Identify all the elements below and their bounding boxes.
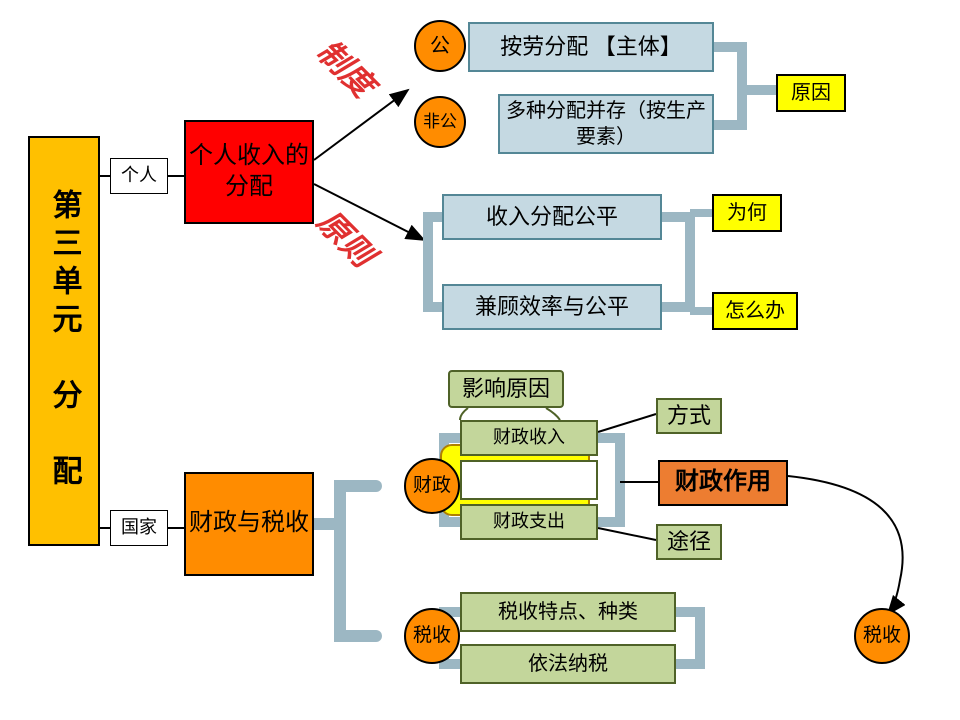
box-fair: 收入分配公平 [442,194,662,240]
label-personal: 个人 [110,158,168,194]
box-fiscal-out: 财政支出 [460,504,598,540]
circle-finance: 财政 [404,458,460,514]
label-zhidu: 制度 [296,20,395,119]
unit-title-box: 第三单元 分 配 [28,136,100,546]
circle-gong: 公 [414,20,466,72]
circle-tax-right: 税收 [854,608,910,664]
box-fiscal-role-text: 财政作用 [675,467,771,498]
box-method: 方式 [656,398,722,434]
box-eff-fair: 兼顾效率与公平 [442,284,662,330]
box-reason1-text: 原因 [791,80,831,106]
box-why: 为何 [712,194,782,232]
box-fiscal-role: 财政作用 [658,460,788,506]
box-fiscal-in-text: 财政收入 [493,426,565,449]
box-affect-text: 影响原因 [462,375,550,404]
box-fiscal-out-text: 财政支出 [493,510,565,533]
box-tax-char: 税收特点、种类 [460,592,676,632]
box-method-text: 方式 [667,402,711,431]
circle-tax-left: 税收 [404,608,460,664]
circle-gong-text: 公 [430,33,450,59]
box-by-labor: 按劳分配 【主体】 [468,22,714,72]
box-affect: 影响原因 [448,370,564,408]
box-multi-dist: 多种分配并存（按生产要素） [498,94,714,154]
label-zhidu-text: 制度 [308,32,383,107]
circle-feigong: 非公 [414,96,466,148]
box-eff-fair-text: 兼顾效率与公平 [475,293,629,322]
circle-tax-right-text: 税收 [863,624,901,649]
circle-finance-text: 财政 [413,474,451,499]
box-income-dist: 个人收入的分配 [184,120,314,224]
box-fiscal-in: 财政收入 [460,420,598,456]
box-tax-law-text: 依法纳税 [528,651,608,677]
fiscal-mid-box [460,460,598,500]
unit-title-text: 第三单元 分 配 [45,189,84,493]
box-route: 途径 [656,524,722,560]
label-national-text: 国家 [121,516,157,539]
box-by-labor-text: 按劳分配 【主体】 [500,33,682,62]
box-route-text: 途径 [667,528,711,557]
box-multi-dist-text: 多种分配并存（按生产要素） [500,98,712,150]
box-fiscal-tax-text: 财政与税收 [189,508,309,539]
box-how-text: 怎么办 [725,298,785,324]
box-why-text: 为何 [727,200,767,226]
circle-feigong-text: 非公 [423,111,457,133]
box-how: 怎么办 [712,292,798,330]
box-fiscal-tax: 财政与税收 [184,472,314,576]
box-reason1: 原因 [776,74,846,112]
label-personal-text: 个人 [121,164,157,187]
label-national: 国家 [110,510,168,546]
circle-tax-left-text: 税收 [413,624,451,649]
box-income-dist-text: 个人收入的分配 [186,141,312,203]
box-fair-text: 收入分配公平 [486,203,618,232]
box-tax-law: 依法纳税 [460,644,676,684]
box-tax-char-text: 税收特点、种类 [498,599,638,625]
label-yuanze-text: 原则 [308,202,383,277]
